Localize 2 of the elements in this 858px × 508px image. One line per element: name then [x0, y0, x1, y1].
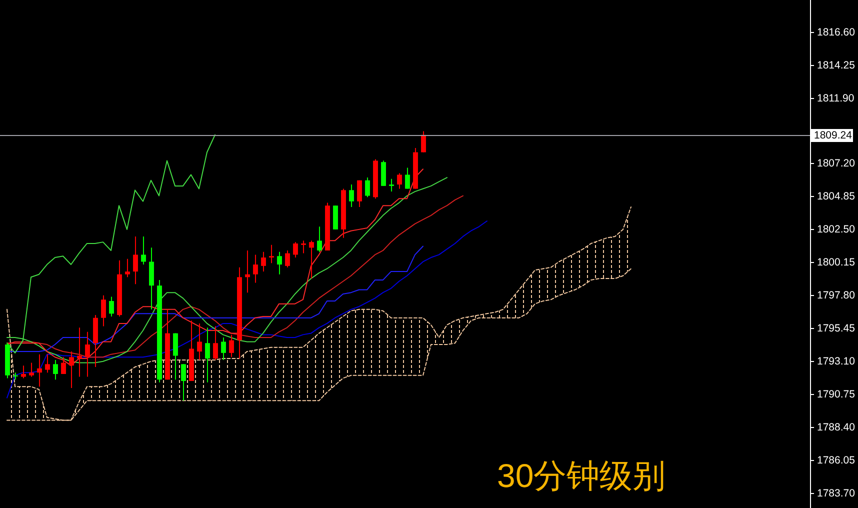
annotation: 30分钟级别: [497, 457, 666, 494]
ref-line-label: 1809.24: [814, 130, 852, 142]
